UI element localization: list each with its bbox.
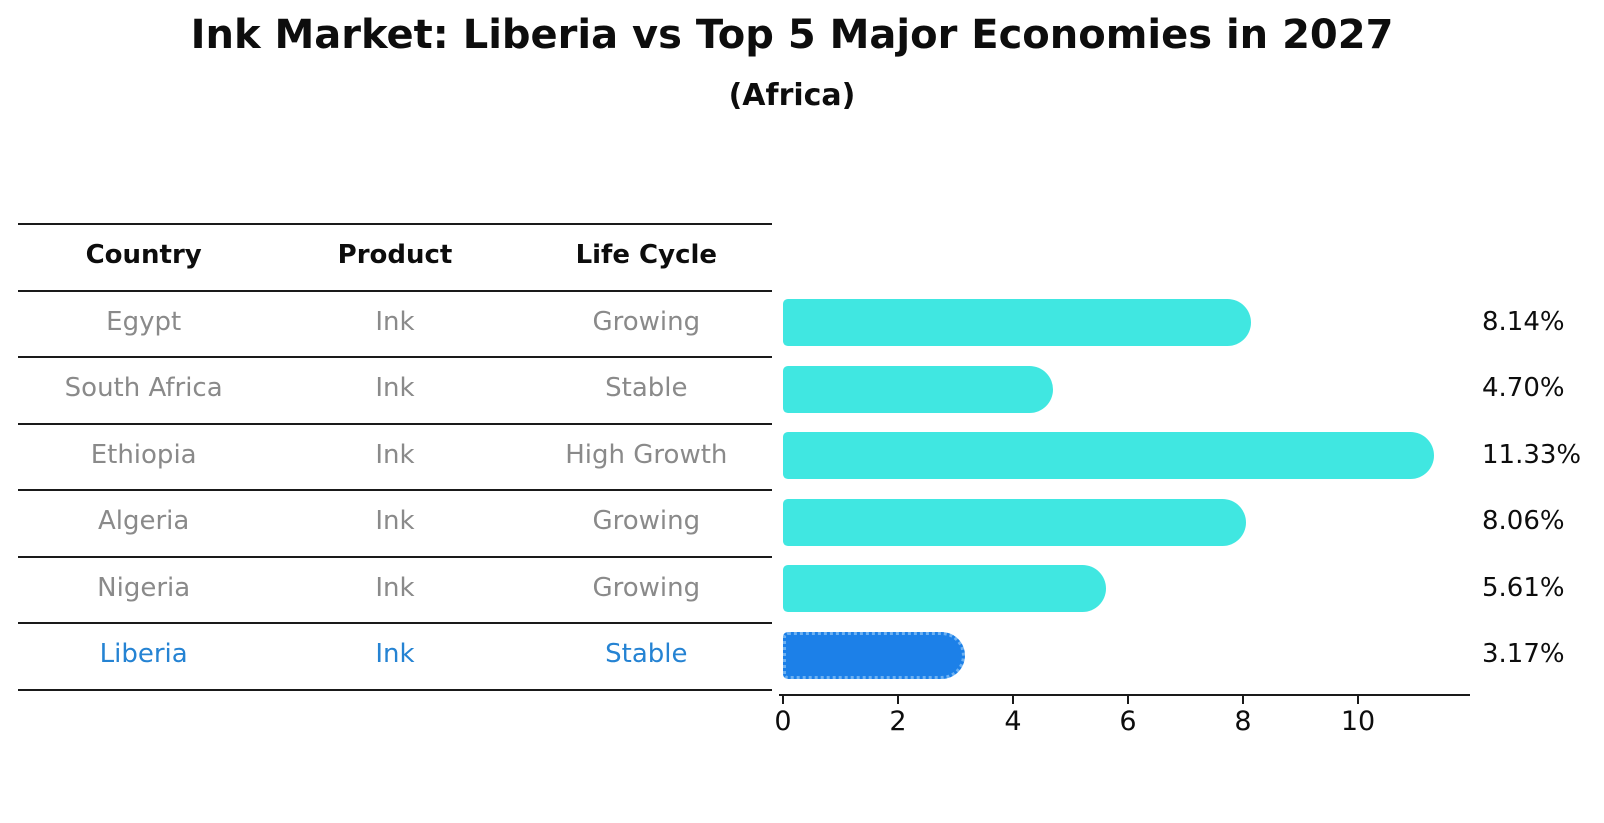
- x-axis-tick-label: 8: [1234, 706, 1252, 737]
- x-axis-tick: [1357, 696, 1359, 704]
- table-divider: [18, 622, 772, 624]
- table-cell-product: Ink: [375, 439, 415, 470]
- table-cell-life_cycle: Growing: [592, 506, 701, 537]
- x-axis-tick-label: 2: [889, 706, 907, 737]
- x-axis-tick: [1242, 696, 1244, 704]
- table-divider: [18, 555, 772, 558]
- chart-subtitle: (Africa): [728, 78, 856, 113]
- x-axis-tick: [1012, 696, 1014, 704]
- table-divider: [18, 356, 772, 358]
- table-cell-country: Liberia: [99, 639, 188, 670]
- bar-value-label: 11.33%: [1482, 439, 1582, 470]
- table-cell-life_cycle: Growing: [592, 306, 701, 337]
- table-cell-product: Ink: [375, 373, 415, 404]
- x-axis-tick: [782, 696, 784, 704]
- table-cell-country: Nigeria: [97, 572, 191, 603]
- bar-value-label: 5.61%: [1482, 572, 1565, 603]
- bar-value-label: 3.17%: [1482, 639, 1565, 670]
- table-cell-country: Ethiopia: [90, 439, 197, 470]
- table-cell-country: South Africa: [64, 373, 223, 404]
- table-cell-life_cycle: Stable: [605, 373, 688, 404]
- table-divider: [18, 489, 772, 491]
- bar-liberia: [783, 631, 966, 679]
- table-cell-life_cycle: High Growth: [565, 439, 728, 470]
- column-header: Country: [85, 240, 202, 271]
- bar-ethiopia: [783, 432, 1435, 480]
- table-cell-product: Ink: [375, 572, 415, 603]
- bar-value-label: 8.06%: [1482, 506, 1565, 537]
- bar-south-africa: [783, 365, 1054, 413]
- x-axis-tick-label: 10: [1340, 706, 1376, 737]
- table-divider: [18, 688, 772, 691]
- bar-nigeria: [783, 565, 1106, 613]
- x-axis-tick: [1127, 696, 1129, 704]
- bar-egypt: [783, 299, 1252, 347]
- column-header: Life Cycle: [575, 240, 718, 271]
- chart-title: Ink Market: Liberia vs Top 5 Major Econo…: [190, 12, 1394, 58]
- table-divider: [18, 289, 772, 292]
- x-axis-tick-label: 0: [774, 706, 792, 737]
- bar-value-label: 4.70%: [1482, 373, 1565, 404]
- table-cell-product: Ink: [375, 506, 415, 537]
- x-axis-tick-label: 6: [1119, 706, 1137, 737]
- table-divider: [18, 223, 772, 225]
- bar-algeria: [783, 498, 1247, 546]
- table-cell-product: Ink: [375, 639, 415, 670]
- table-cell-country: Algeria: [97, 506, 190, 537]
- x-axis-tick: [897, 696, 899, 704]
- x-axis-line: [779, 694, 1470, 696]
- bar-value-label: 8.14%: [1482, 306, 1565, 337]
- table-divider: [18, 422, 772, 425]
- table-cell-product: Ink: [375, 306, 415, 337]
- table-cell-life_cycle: Growing: [592, 572, 701, 603]
- table-cell-country: Egypt: [106, 306, 182, 337]
- table-cell-life_cycle: Stable: [605, 639, 688, 670]
- column-header: Product: [337, 240, 453, 271]
- x-axis-tick-label: 4: [1004, 706, 1022, 737]
